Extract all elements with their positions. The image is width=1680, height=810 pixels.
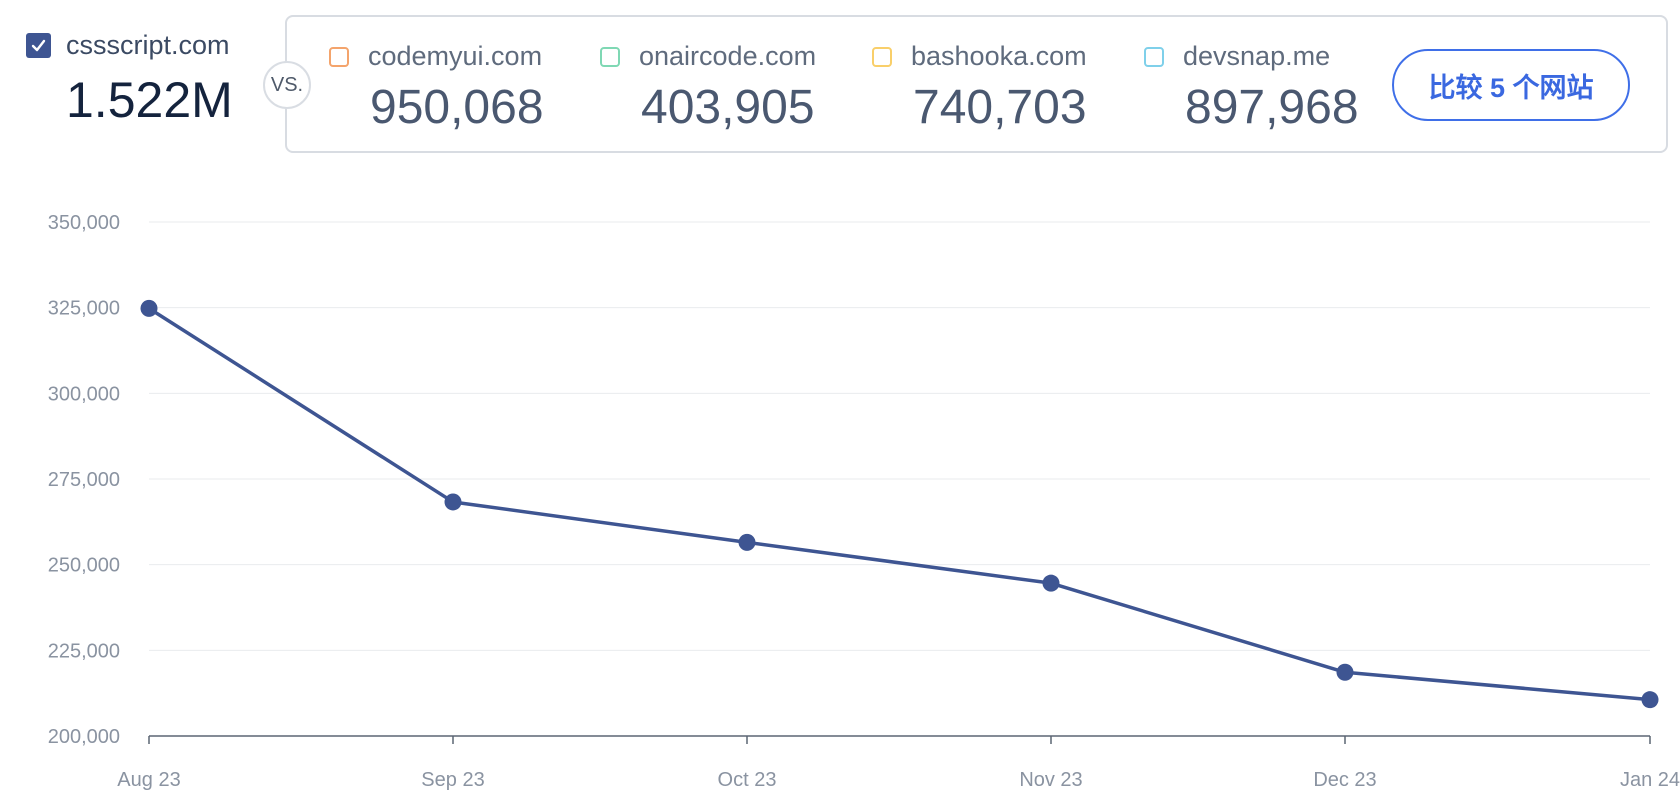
data-point bbox=[1042, 574, 1060, 592]
competitor-name: devsnap.me bbox=[1183, 41, 1331, 71]
data-point bbox=[444, 493, 462, 511]
x-tick-label: Dec 23 bbox=[1313, 769, 1376, 791]
compare-sites-button[interactable]: 比较 5 个网站 bbox=[1392, 49, 1630, 121]
y-tick-label: 250,000 bbox=[48, 555, 120, 577]
competitor-name: codemyui.com bbox=[368, 41, 543, 71]
x-tick-label: Sep 23 bbox=[421, 769, 484, 791]
y-tick-label: 350,000 bbox=[48, 212, 120, 234]
x-axis: Aug 23 Sep 23 Oct 23 Nov 23 Dec 23 Jan 24 bbox=[117, 735, 1680, 791]
vs-badge: VS. bbox=[263, 61, 311, 109]
competitor-value: 897,968 bbox=[1185, 81, 1359, 134]
primary-site: cssscript.com 1.522M bbox=[26, 30, 233, 129]
y-tick-label: 275,000 bbox=[48, 469, 120, 491]
competitor-value: 950,068 bbox=[370, 81, 544, 134]
primary-site-name: cssscript.com bbox=[66, 30, 230, 60]
competitor-checkbox[interactable] bbox=[600, 46, 620, 67]
data-point bbox=[1641, 691, 1659, 709]
competitor-checkbox[interactable] bbox=[872, 46, 892, 67]
primary-site-value: 1.522M bbox=[66, 72, 233, 128]
data-point bbox=[738, 533, 756, 551]
competitor-devsnap: devsnap.me 897,968 bbox=[1144, 41, 1359, 135]
x-tick-label: Nov 23 bbox=[1019, 769, 1082, 791]
competitor-onaircode: onaircode.com 403,905 bbox=[600, 41, 816, 135]
data-point bbox=[1336, 663, 1354, 681]
y-tick-label: 200,000 bbox=[48, 726, 120, 748]
check-icon bbox=[31, 39, 46, 52]
x-tick-label: Jan 24 bbox=[1620, 769, 1680, 791]
series-line bbox=[148, 306, 1651, 702]
competitor-value: 403,905 bbox=[641, 81, 815, 134]
primary-site-checkbox[interactable] bbox=[26, 33, 51, 58]
x-tick-label: Oct 23 bbox=[718, 769, 777, 791]
competitor-checkbox[interactable] bbox=[1144, 46, 1164, 67]
competitor-bashooka: bashooka.com 740,703 bbox=[872, 41, 1087, 135]
competitor-name: bashooka.com bbox=[911, 41, 1087, 71]
competitor-name: onaircode.com bbox=[639, 41, 817, 71]
data-point bbox=[140, 299, 158, 317]
competitor-codemyui: codemyui.com 950,068 bbox=[329, 41, 544, 135]
y-tick-label: 225,000 bbox=[48, 640, 120, 662]
y-axis: 200,000 225,000 250,000 275,000 300,000 325,0… bbox=[48, 212, 120, 748]
competitor-value: 740,703 bbox=[913, 81, 1087, 134]
competitor-checkbox[interactable] bbox=[329, 46, 349, 67]
series-layer bbox=[140, 299, 1659, 709]
x-tick-label: Aug 23 bbox=[117, 769, 180, 791]
chart-gridlines bbox=[149, 221, 1650, 651]
y-tick-label: 325,000 bbox=[48, 298, 120, 320]
primary-site-header: cssscript.com bbox=[26, 30, 233, 61]
y-tick-label: 300,000 bbox=[48, 383, 120, 405]
